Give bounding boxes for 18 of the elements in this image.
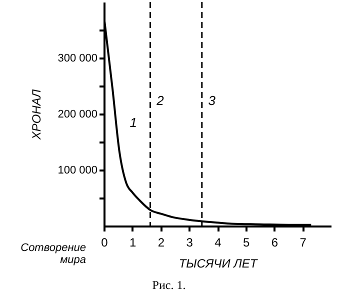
x-tick-label: 3: [186, 236, 194, 250]
x-tick-label: 7: [300, 236, 307, 250]
y-tick-label: 200 000: [58, 108, 98, 120]
ref-line-label: 3: [208, 93, 216, 108]
x-tick-label: 4: [214, 236, 222, 250]
x-tick-label: 6: [271, 236, 278, 250]
y-tick-label: 300 000: [58, 52, 98, 64]
series-label: 1: [130, 114, 137, 130]
x-tick-label: 0: [101, 236, 108, 250]
x-tick-label: 1: [130, 236, 137, 250]
y-axis-title: ХРОНАЛ: [30, 88, 44, 141]
ref-line-label: 2: [156, 93, 165, 108]
y-tick-label: 100 000: [58, 164, 98, 176]
text: Сотворение мира: [20, 242, 86, 266]
x-axis-title: ТЫСЯЧИ ЛЕТ: [178, 256, 259, 270]
x-tick-label: 5: [243, 236, 250, 250]
text: Рис. 1.: [151, 278, 187, 293]
x-tick-label: 2: [158, 236, 165, 250]
